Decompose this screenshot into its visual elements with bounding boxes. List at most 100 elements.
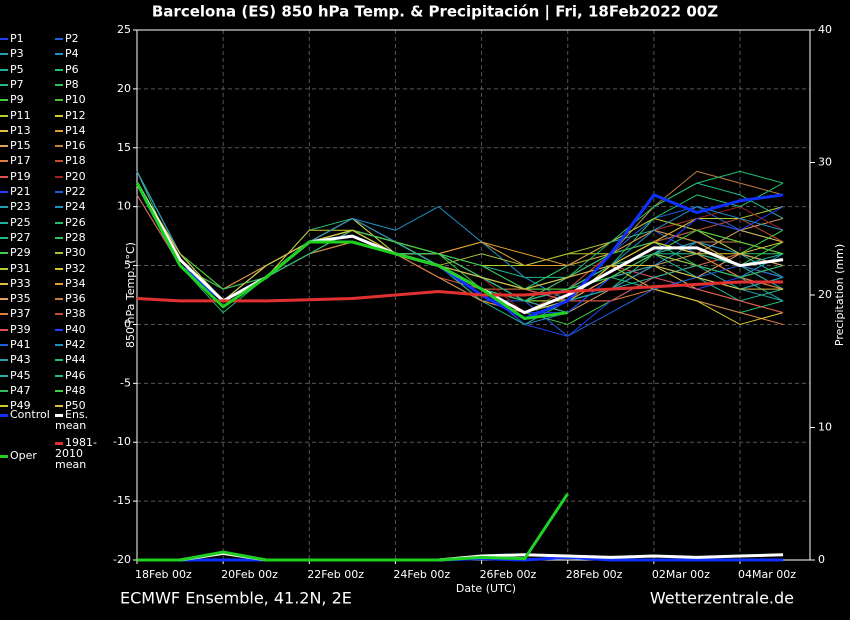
legend-entry: P11 xyxy=(0,110,60,121)
legend-swatch xyxy=(55,405,63,408)
legend-entry: P50 xyxy=(55,400,115,411)
legend-swatch xyxy=(55,160,63,163)
legend-entry: Oper xyxy=(0,450,60,461)
legend-swatch xyxy=(0,38,8,40)
y-tick-label: 15 xyxy=(117,141,131,154)
y2-tick-label: 0 xyxy=(818,553,825,566)
y-tick-label: 0 xyxy=(124,317,131,330)
legend-label: P23 xyxy=(10,200,31,214)
legend-swatch xyxy=(55,191,63,193)
legend-label: P44 xyxy=(65,353,86,367)
legend-entry: P21 xyxy=(0,186,60,197)
legend-entry: Ens. mean xyxy=(55,409,115,431)
legend-entry: P2 xyxy=(55,33,115,44)
legend-label: P14 xyxy=(65,123,86,137)
y-tick-label: -5 xyxy=(120,376,131,389)
legend-label: P4 xyxy=(65,47,79,61)
legend-swatch xyxy=(55,298,63,301)
x-tick-label: 04Mar 00z xyxy=(738,568,796,581)
legend-entry: P36 xyxy=(55,293,115,304)
legend-swatch xyxy=(0,454,8,458)
legend-swatch xyxy=(55,83,63,86)
legend-label: P1 xyxy=(10,32,24,45)
legend-label: P43 xyxy=(10,353,31,367)
main-line xyxy=(135,182,568,321)
legend-swatch xyxy=(55,267,63,270)
legend-label: P49 xyxy=(10,399,31,413)
legend-swatch xyxy=(0,53,8,56)
y-tick-label: -10 xyxy=(113,435,131,448)
legend-label: P39 xyxy=(10,322,31,336)
legend-label: P5 xyxy=(10,62,24,76)
legend-label: P6 xyxy=(65,62,79,76)
legend-entry: P22 xyxy=(55,186,115,197)
legend-label: P19 xyxy=(10,169,31,183)
legend-entry: P27 xyxy=(0,232,60,243)
legend-entry: P29 xyxy=(0,247,60,258)
legend-entry: P46 xyxy=(55,370,115,381)
legend-label: P42 xyxy=(65,338,86,351)
legend-entry: P18 xyxy=(55,155,115,166)
legend-label: P11 xyxy=(10,108,31,122)
x-tick-label: 02Mar 00z xyxy=(652,568,710,581)
legend-entry: P6 xyxy=(55,64,115,75)
legend-entry: P26 xyxy=(55,217,115,228)
x-tick-label: 24Feb 00z xyxy=(393,568,450,581)
legend-entry: P42 xyxy=(55,339,115,350)
legend-swatch xyxy=(55,145,63,148)
legend-entry: P28 xyxy=(55,232,115,243)
legend-swatch xyxy=(0,129,8,132)
legend-label: P30 xyxy=(65,246,86,260)
legend-swatch xyxy=(0,359,8,362)
legend-swatch xyxy=(0,413,8,417)
legend-entry: P43 xyxy=(0,354,60,365)
legend-entry: P12 xyxy=(55,110,115,121)
legend-label: P32 xyxy=(65,261,86,275)
legend-swatch xyxy=(55,236,63,239)
legend-entry: P10 xyxy=(55,94,115,105)
legend-label: P24 xyxy=(65,200,86,214)
legend-swatch xyxy=(0,206,8,209)
y2-tick-label: 40 xyxy=(818,23,832,36)
legend-swatch xyxy=(0,374,8,377)
legend-entry: P39 xyxy=(0,324,60,335)
legend-swatch xyxy=(55,99,63,102)
legend-swatch xyxy=(0,344,8,346)
legend-swatch xyxy=(55,389,63,392)
y-tick-label: -20 xyxy=(113,553,131,566)
legend-label: P18 xyxy=(65,154,86,168)
y2-tick-label: 20 xyxy=(818,288,832,301)
legend-swatch xyxy=(55,38,63,40)
legend-entry: P34 xyxy=(55,278,115,289)
footer-right: Wetterzentrale.de xyxy=(650,589,794,608)
legend-swatch xyxy=(55,359,63,362)
legend-label: P9 xyxy=(10,93,24,107)
legend-entry: P16 xyxy=(55,140,115,151)
legend-swatch xyxy=(0,99,8,102)
legend-swatch xyxy=(0,282,8,285)
legend-entry: P20 xyxy=(55,171,115,182)
legend-entry: P48 xyxy=(55,385,115,396)
y-tick-label: 20 xyxy=(117,82,131,95)
legend-entry: P5 xyxy=(0,64,60,75)
legend-entry: 1981-2010 mean xyxy=(55,437,115,470)
legend-label: Ens. mean xyxy=(55,408,89,432)
legend-entry: Control xyxy=(0,409,60,420)
legend-label: P12 xyxy=(65,108,86,122)
legend-swatch xyxy=(55,129,63,132)
legend-label: P47 xyxy=(10,383,31,397)
legend-label: P41 xyxy=(10,338,31,351)
legend-swatch xyxy=(55,441,63,445)
legend-label: P31 xyxy=(10,261,31,275)
footer-left: ECMWF Ensemble, 41.2N, 2E xyxy=(120,589,352,608)
legend-label: P3 xyxy=(10,47,24,61)
legend-swatch xyxy=(55,282,63,285)
legend-entry: P25 xyxy=(0,217,60,228)
legend-swatch xyxy=(55,344,63,346)
legend-label: P15 xyxy=(10,139,31,153)
legend-entry: P47 xyxy=(0,385,60,396)
legend-label: P21 xyxy=(10,185,31,198)
legend-label: P35 xyxy=(10,292,31,306)
legend-label: P8 xyxy=(65,77,79,91)
